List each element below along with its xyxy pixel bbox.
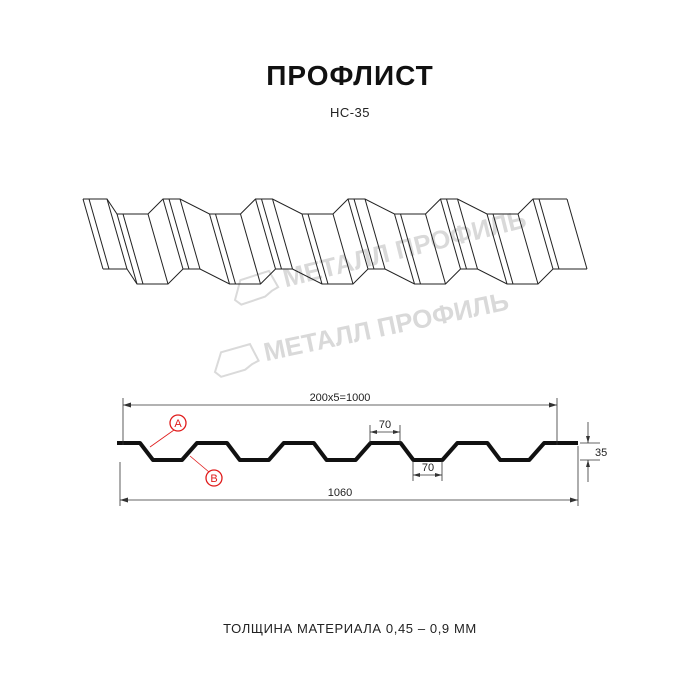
sheet-3d-view [82, 198, 588, 285]
profile-section [117, 441, 578, 462]
sheet-rib-line [492, 213, 514, 285]
material-thickness-note: ТОЛЩИНА МАТЕРИАЛА 0,45 – 0,9 ММ [223, 621, 477, 636]
watermark-text: МЕТАЛЛ ПРОФИЛЬ [261, 286, 512, 367]
sheet-fold-line [162, 198, 184, 270]
sheet-fold-line [425, 213, 446, 285]
sheet-rib-line [446, 198, 467, 270]
sheet-top-edge [83, 198, 567, 215]
sheet-rib-line [215, 213, 236, 285]
sheet-fold-line [566, 198, 588, 270]
sheet-fold-line [240, 213, 261, 285]
sheet-fold-line [332, 213, 354, 285]
sheet-fold-line [272, 198, 293, 270]
sheet-rib-line [168, 198, 190, 270]
sheet-fold-line [255, 198, 276, 270]
product-model: НС-35 [329, 105, 371, 120]
sheet-fold-line [457, 198, 478, 270]
dimension-lines [119, 398, 600, 506]
sheet-fold-line [532, 198, 554, 270]
sheet-rib-line [88, 198, 110, 270]
product-title: ПРОФЛИСТ [266, 60, 434, 91]
sheet-fold-line [486, 213, 508, 285]
sheet-fold-line [517, 213, 539, 285]
sheet-fold-line [116, 213, 138, 285]
sheet-fold-line [106, 198, 128, 270]
sheet-rib-line [353, 198, 375, 270]
sheet-rib-line [400, 213, 421, 285]
sheet-rib-line [122, 213, 144, 285]
sheet-fold-line [209, 213, 230, 285]
sheet-fold-line [82, 198, 104, 270]
profile-line [117, 441, 578, 462]
sheet-fold-line [347, 198, 369, 270]
dim-label-crest: 70 [379, 419, 391, 431]
dim-label-width: 1060 [328, 487, 352, 499]
sheet-rib-line [538, 198, 560, 270]
dim-label-trough: 70 [422, 462, 434, 474]
marker-b-label: B [210, 473, 217, 485]
sheet-rib-line [307, 213, 329, 285]
dim-label-pitch: 200x5=1000 [310, 392, 371, 404]
sheet-rib-line [261, 198, 282, 270]
sheet-bottom-edge [103, 268, 587, 285]
marker-a: A [149, 414, 187, 448]
dim-label-height: 35 [595, 447, 607, 459]
sheet-fold-line [301, 213, 323, 285]
sheet-fold-line [440, 198, 461, 270]
sheet-fold-line [147, 213, 169, 285]
sheet-fold-line [179, 198, 201, 270]
sheet-fold-line [394, 213, 415, 285]
marker-b: B [189, 455, 223, 487]
dimension-arrows [120, 402, 590, 503]
marker-a-label: A [174, 418, 182, 430]
sheet-fold-line [364, 198, 386, 270]
